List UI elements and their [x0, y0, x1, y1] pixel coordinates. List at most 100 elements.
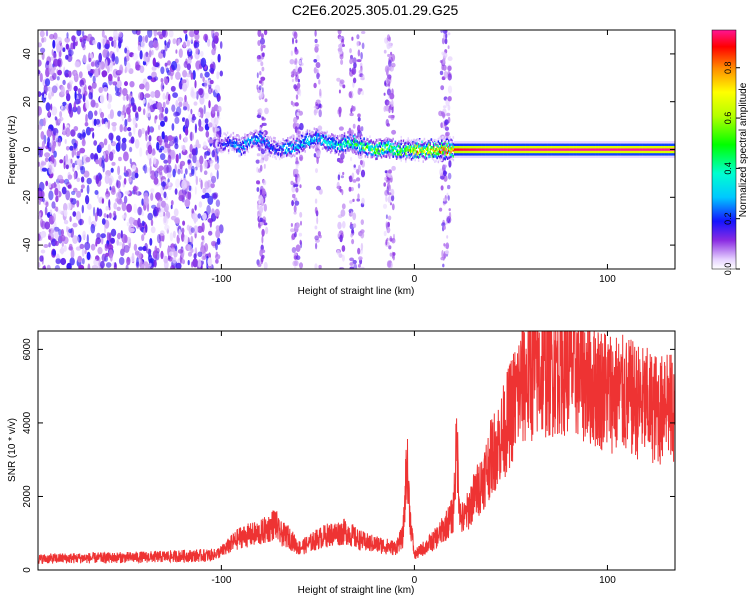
ridge-cell [644, 141, 647, 144]
ridge-cell [540, 143, 543, 146]
ridge-cell [525, 155, 528, 158]
ridge-cell [597, 155, 599, 158]
ridge-cell [415, 152, 418, 156]
ridge-cell [548, 143, 551, 146]
ridge-cell [627, 141, 629, 144]
ridge-cell [523, 150, 525, 154]
noise-streak-speckle [447, 45, 450, 50]
noise-speckle [139, 50, 143, 60]
ridge-cell [610, 143, 612, 146]
ridge-cell [593, 143, 596, 146]
ridge-cell [664, 153, 667, 156]
noise-streak-speckle [292, 37, 294, 45]
ridge-cell [347, 131, 349, 134]
ridge-cell [539, 141, 541, 144]
ridge-cell [281, 153, 283, 156]
ridge-cell [373, 147, 376, 150]
noise-speckle [134, 139, 140, 149]
ridge-cell [468, 141, 471, 144]
noise-speckle [219, 41, 223, 49]
ridge-cell [443, 157, 445, 160]
noise-speckle [101, 236, 104, 245]
noise-speckle [198, 126, 204, 132]
ridge-cell [566, 155, 568, 158]
ridge-cell [666, 143, 669, 146]
noise-speckle [183, 41, 186, 48]
ridge-cell [340, 138, 342, 142]
ridge-cell [429, 142, 431, 146]
ridge-cell [382, 144, 384, 148]
ridge-cell [229, 141, 231, 145]
noise-speckle [200, 50, 204, 57]
noise-speckle [38, 124, 43, 130]
ridge-cell [365, 142, 368, 146]
ridge-cell [370, 139, 372, 142]
ridge-cell [545, 155, 547, 158]
ridge-cell [474, 153, 477, 156]
noise-speckle [170, 200, 174, 206]
ridge-cell [672, 143, 675, 146]
ridge-cell [252, 133, 254, 137]
ridge-cell [445, 142, 448, 145]
noise-streak-speckle [263, 203, 267, 212]
ridge-cell [575, 153, 577, 156]
ridge-cell [347, 146, 349, 150]
ridge-cell [372, 152, 375, 155]
ridge-cell [543, 148, 545, 151]
noise-streak-speckle [352, 212, 357, 221]
ridge-cell [391, 139, 393, 143]
ridge-cell [408, 156, 411, 160]
ridge-cell [570, 155, 573, 158]
ridge-cell [632, 145, 634, 149]
ridge-cell [452, 155, 455, 158]
ridge-cell [243, 138, 245, 141]
ridge-cell [311, 135, 313, 138]
ridge-cell [597, 143, 599, 146]
ridge-cell [438, 147, 441, 150]
ridge-cell [515, 148, 517, 151]
noise-speckle [113, 39, 117, 49]
noise-streak-speckle [259, 189, 263, 196]
ridge-cell [448, 136, 450, 140]
ridge-cell [248, 146, 251, 150]
ridge-cell [332, 141, 334, 144]
noise-speckle [191, 91, 197, 99]
ridge-cell [429, 148, 431, 151]
ridge-cell [430, 146, 433, 149]
noise-speckle [92, 75, 96, 84]
ridge-cell [569, 141, 572, 144]
noise-streak-speckle [439, 60, 443, 63]
noise-streak-speckle [440, 30, 444, 33]
noise-speckle [95, 118, 101, 125]
ridge-cell [553, 145, 555, 149]
noise-streak-speckle [263, 30, 268, 36]
ridge-cell [277, 142, 280, 146]
ridge-cell [635, 141, 638, 144]
ridge-cell [626, 155, 628, 158]
noise-streak-speckle [337, 174, 341, 181]
noise-streak-speckle [339, 53, 344, 60]
noise-speckle [210, 213, 217, 222]
ridge-cell [273, 149, 275, 152]
ridge-cell [649, 143, 651, 146]
ridge-cell [368, 145, 370, 149]
noise-speckle [135, 112, 139, 122]
noise-speckle [132, 52, 139, 61]
noise-speckle [197, 111, 201, 117]
ridge-cell [563, 155, 566, 158]
ridge-cell [340, 143, 342, 146]
ridge-cell [494, 145, 496, 149]
ridge-cell [545, 145, 547, 149]
noise-speckle [172, 168, 176, 178]
ridge-cell [509, 143, 511, 146]
ridge-cell [266, 145, 268, 149]
noise-streak-speckle [391, 129, 397, 135]
noise-streak-speckle [291, 247, 297, 253]
noise-streak-speckle [447, 104, 451, 111]
ridge-cell [426, 156, 428, 160]
noise-speckle [181, 227, 185, 234]
ridge-cell [463, 143, 465, 146]
ridge-cell [344, 135, 347, 139]
ridge-cell [303, 138, 305, 142]
ridge-cell [408, 153, 411, 157]
